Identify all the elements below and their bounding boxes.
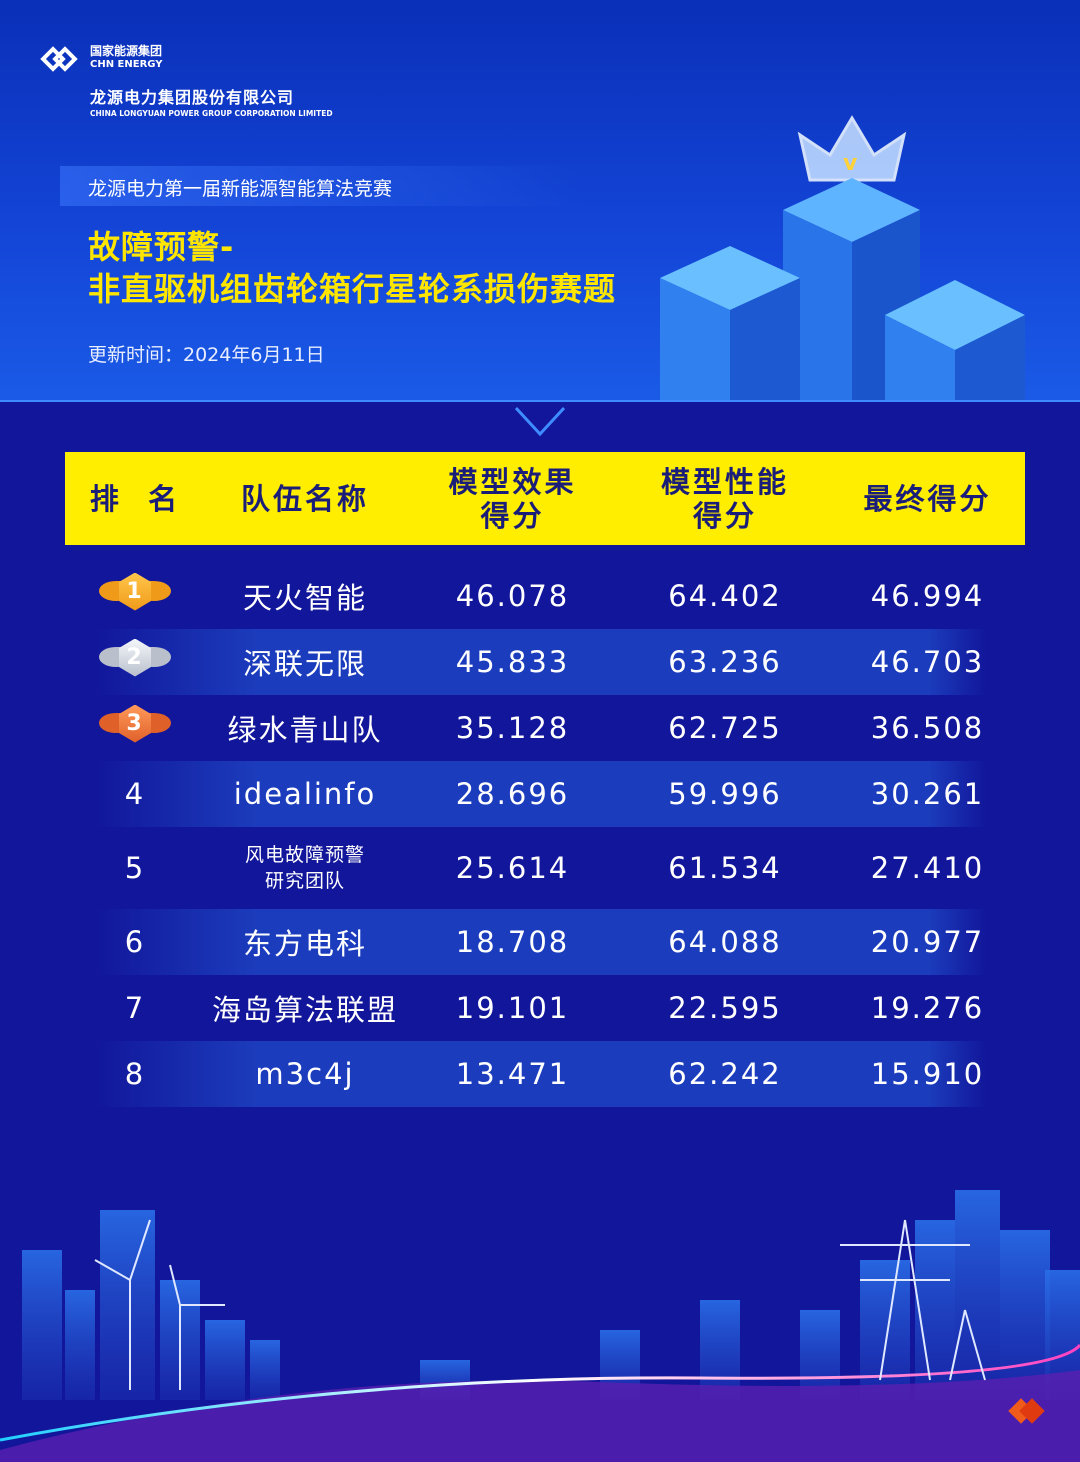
performance-score: 64.402 xyxy=(668,579,782,613)
table-header: 排 名 队伍名称 模型效果 得分 模型性能 得分 最终得分 xyxy=(65,452,1025,545)
effect-score: 18.708 xyxy=(455,925,570,959)
bronze-medal-icon: 3 xyxy=(99,703,171,747)
table-row: 2 深联无限 45.833 63.236 46.703 xyxy=(65,629,1025,695)
building xyxy=(100,1210,155,1400)
team-name: 天火智能 xyxy=(242,581,367,615)
title-line-1: 故障预警- xyxy=(88,228,235,266)
rank-cell: 2 xyxy=(65,637,205,688)
performance-score: 62.242 xyxy=(668,1057,782,1091)
title-line-2: 非直驱机组齿轮箱行星轮系损伤赛题 xyxy=(88,270,617,308)
table-row: 3 绿水青山队 35.128 62.725 36.508 xyxy=(65,695,1025,761)
competition-subtitle: 龙源电力第一届新能源智能算法竞赛 xyxy=(88,178,393,200)
rank-number: 5 xyxy=(124,851,146,885)
table-row: 4 idealinfo 28.696 59.996 30.261 xyxy=(65,761,1025,827)
col-team: 队伍名称 xyxy=(240,481,369,516)
building xyxy=(1000,1230,1050,1400)
performance-score: 64.088 xyxy=(668,925,782,959)
building xyxy=(800,1310,840,1400)
final-score: 27.410 xyxy=(870,851,985,885)
effect-score: 45.833 xyxy=(455,645,570,679)
crown-icon: v xyxy=(797,115,907,182)
team-name: 深联无限 xyxy=(242,647,367,681)
rank-cell: 4 xyxy=(65,777,205,811)
final-score: 19.276 xyxy=(870,991,985,1025)
rank-cell: 5 xyxy=(65,851,205,885)
rank-number: 7 xyxy=(124,991,146,1025)
building xyxy=(700,1300,740,1400)
podium-illustration: v xyxy=(660,115,1025,402)
col-rank: 排 名 xyxy=(89,481,181,516)
col-performance: 模型性能 得分 xyxy=(660,464,789,533)
final-score: 30.261 xyxy=(870,777,985,811)
building xyxy=(22,1250,62,1400)
effect-score: 46.078 xyxy=(455,579,570,613)
building xyxy=(250,1340,280,1400)
final-score: 20.977 xyxy=(870,925,985,959)
col-final: 最终得分 xyxy=(863,481,992,516)
rank-cell: 8 xyxy=(65,1057,205,1091)
chn-energy-logo: 国家能源集团 CHN ENERGY xyxy=(40,44,163,76)
rank-number: 4 xyxy=(124,777,146,811)
page-title: 故障预警- 非直驱机组齿轮箱行星轮系损伤赛题 xyxy=(88,226,616,310)
team-name: 绿水青山队 xyxy=(227,713,383,747)
performance-score: 22.595 xyxy=(668,991,782,1025)
effect-score: 25.614 xyxy=(455,851,570,885)
effect-score: 28.696 xyxy=(455,777,570,811)
building xyxy=(205,1320,245,1400)
table-row: 6 东方电科 18.708 64.088 20.977 xyxy=(65,909,1025,975)
table-row: 7 海岛算法联盟 19.101 22.595 19.276 xyxy=(65,975,1025,1041)
company-name-en: CHINA LONGYUAN POWER GROUP CORPORATION L… xyxy=(90,109,333,118)
hero-banner: 国家能源集团 CHN ENERGY 龙源电力集团股份有限公司 CHINA LONG… xyxy=(0,0,1080,402)
table-row: 1 天火智能 46.078 64.402 46.994 xyxy=(65,563,1025,629)
final-score: 46.994 xyxy=(870,579,985,613)
update-time: 更新时间：2024年6月11日 xyxy=(88,344,325,366)
group-logo-en: CHN ENERGY xyxy=(90,59,163,70)
chevron-down-icon xyxy=(514,406,566,437)
group-logo-cn: 国家能源集团 xyxy=(90,44,163,58)
col-effect: 模型效果 得分 xyxy=(448,464,577,533)
rank-number: 6 xyxy=(124,925,146,959)
gold-medal-icon: 1 xyxy=(99,571,171,615)
team-name: idealinfo xyxy=(233,777,377,811)
performance-score: 61.534 xyxy=(668,851,782,885)
rank-cell: 7 xyxy=(65,991,205,1025)
building xyxy=(955,1190,1000,1400)
city-skyline-illustration xyxy=(0,1190,1080,1462)
effect-score: 13.471 xyxy=(455,1057,570,1091)
watermark-logo xyxy=(1008,1398,1045,1430)
power-tower-icon xyxy=(840,1219,986,1381)
final-score: 15.910 xyxy=(870,1057,985,1091)
final-score: 46.703 xyxy=(870,645,985,679)
leaderboard-table: 排 名 队伍名称 模型效果 得分 模型性能 得分 最终得分 1 天火智能 46.… xyxy=(65,452,1025,1107)
svg-text:v: v xyxy=(843,151,858,176)
building xyxy=(915,1220,955,1400)
rank-number: 8 xyxy=(124,1057,146,1091)
company-name: 龙源电力集团股份有限公司 CHINA LONGYUAN POWER GROUP … xyxy=(90,84,333,118)
rank-cell: 1 xyxy=(65,571,205,622)
team-name: 东方电科 xyxy=(242,927,367,961)
effect-score: 19.101 xyxy=(455,991,570,1025)
rank-cell: 3 xyxy=(65,703,205,754)
table-row: 5 风电故障预警 研究团队 25.614 61.534 27.410 xyxy=(65,827,1025,909)
performance-score: 63.236 xyxy=(668,645,782,679)
chn-energy-logo-icon xyxy=(40,44,84,76)
final-score: 36.508 xyxy=(870,711,985,745)
team-name: 风电故障预警 研究团队 xyxy=(244,844,365,892)
table-row: 8 m3c4j 13.471 62.242 15.910 xyxy=(65,1041,1025,1107)
team-name: m3c4j xyxy=(255,1057,355,1091)
performance-score: 62.725 xyxy=(668,711,782,745)
effect-score: 35.128 xyxy=(455,711,570,745)
wind-turbine-icon xyxy=(94,1219,225,1390)
silver-medal-icon: 2 xyxy=(99,637,171,681)
team-name: 海岛算法联盟 xyxy=(211,993,398,1027)
company-name-cn: 龙源电力集团股份有限公司 xyxy=(90,88,295,107)
performance-score: 59.996 xyxy=(668,777,782,811)
building xyxy=(65,1290,95,1400)
rank-cell: 6 xyxy=(65,925,205,959)
